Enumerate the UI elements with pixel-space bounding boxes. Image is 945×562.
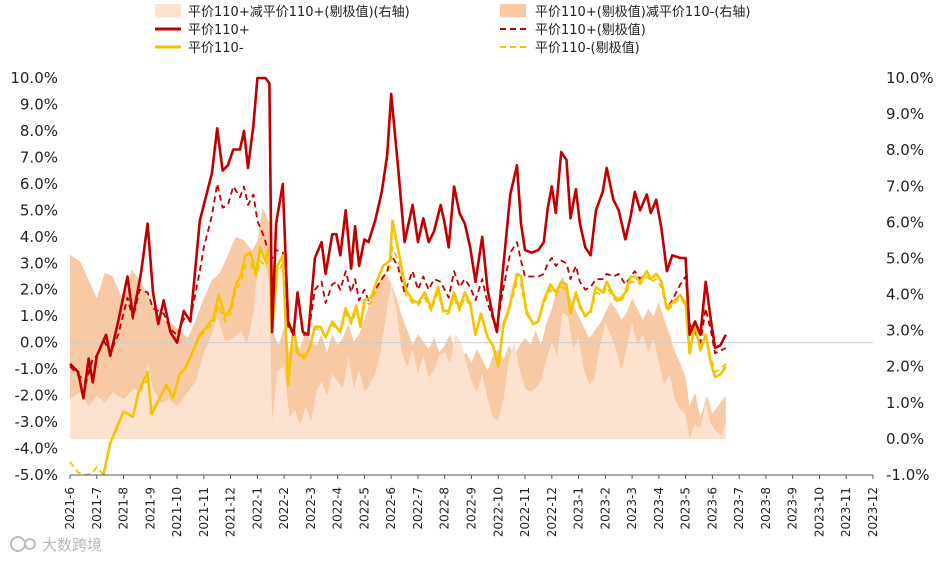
left-y-tick-3-0-: 3.0% (20, 254, 58, 272)
x-tick-2022-8: 2022-8 (438, 487, 452, 530)
right-y-tick--1-0-: -1.0% (886, 466, 930, 484)
area-series-light (70, 251, 726, 439)
x-tick-2022-3: 2022-3 (304, 487, 318, 530)
x-tick-2021-11: 2021-11 (197, 487, 211, 537)
watermark: 大数跨境 (10, 536, 102, 554)
x-tick-2023-2: 2023-2 (598, 487, 612, 530)
line-series-yellow-dash (69, 246, 727, 476)
left-y-tick--3-0-: -3.0% (14, 413, 58, 431)
x-tick-2021-8: 2021-8 (117, 487, 131, 530)
legend-label-red-dash: 平价110+(剔极值) (535, 22, 646, 38)
right-y-axis: -1.0% 0.0% 1.0% 2.0% 3.0% 4.0% 5.0% 6.0% 7.0% 8.0… (886, 69, 934, 484)
left-y-tick-8-0-: 8.0% (20, 122, 58, 140)
left-y-tick-4-0-: 4.0% (20, 228, 58, 246)
left-y-tick-10-0-: 10.0% (10, 69, 58, 87)
line-series-yellow (102, 219, 727, 476)
legend-swatch-area-light (155, 4, 181, 17)
legend-swatch-area-dark (500, 4, 526, 17)
right-y-tick-9-0-: 9.0% (886, 105, 924, 123)
x-tick-2022-5: 2022-5 (357, 487, 371, 530)
x-tick-2022-10: 2022-10 (491, 487, 505, 537)
left-y-tick--2-0-: -2.0% (14, 387, 58, 405)
left-y-tick-5-0-: 5.0% (20, 201, 58, 219)
x-tick-2023-1: 2023-1 (572, 487, 586, 530)
x-tick-2023-8: 2023-8 (759, 487, 773, 530)
right-y-tick-7-0-: 7.0% (886, 177, 924, 195)
x-tick-2021-9: 2021-9 (143, 487, 157, 530)
left-y-tick-7-0-: 7.0% (20, 148, 58, 166)
left-y-tick--5-0-: -5.0% (14, 466, 58, 484)
x-tick-2023-6: 2023-6 (705, 487, 719, 530)
legend-label-yellow-line: 平价110- (188, 41, 244, 56)
area-layer (70, 207, 726, 439)
line-layer (69, 76, 727, 476)
legend-label-red-line: 平价110+ (188, 23, 250, 38)
watermark-text: 大数跨境 (42, 536, 102, 554)
x-tick-2021-6: 2021-6 (63, 487, 77, 530)
legend-label-area-dark: 平价110+(剔极值)减平价110-(右轴) (535, 4, 751, 20)
left-y-tick-6-0-: 6.0% (20, 175, 58, 193)
right-y-tick-4-0-: 4.0% (886, 286, 924, 304)
legend-label-yellow-dash: 平价110-(剔极值) (535, 40, 640, 56)
x-tick-2022-12: 2022-12 (545, 487, 559, 537)
legend: 平价110+减平价110+(剔极值)(右轴) 平价110+(剔极值)减平价110… (155, 4, 751, 56)
x-tick-2022-7: 2022-7 (411, 487, 425, 530)
line-series-red-dash (69, 183, 727, 384)
x-tick-2023-5: 2023-5 (679, 487, 693, 530)
right-y-tick-10-0-: 10.0% (886, 69, 934, 87)
left-y-tick-0-0-: 0.0% (20, 334, 58, 352)
x-tick-2023-9: 2023-9 (786, 487, 800, 530)
right-y-tick-0-0-: 0.0% (886, 430, 924, 448)
watermark-logo-icon (10, 536, 26, 552)
watermark-logo-icon-inner (24, 538, 36, 550)
x-tick-2022-1: 2022-1 (250, 487, 264, 530)
x-tick-2022-2: 2022-2 (277, 487, 291, 530)
left-y-tick--4-0-: -4.0% (14, 440, 58, 458)
right-y-tick-6-0-: 6.0% (886, 213, 924, 231)
x-tick-2021-10: 2021-10 (170, 487, 184, 537)
x-tick-2021-12: 2021-12 (224, 487, 238, 537)
left-y-tick-2-0-: 2.0% (20, 281, 58, 299)
x-tick-2023-4: 2023-4 (652, 487, 666, 530)
x-tick-2022-4: 2022-4 (331, 487, 345, 530)
x-tick-2022-9: 2022-9 (465, 487, 479, 530)
left-y-tick--1-0-: -1.0% (14, 360, 58, 378)
left-y-tick-1-0-: 1.0% (20, 307, 58, 325)
right-y-tick-2-0-: 2.0% (886, 358, 924, 376)
left-y-tick-9-0-: 9.0% (20, 95, 58, 113)
legend-label-area-light: 平价110+减平价110+(剔极值)(右轴) (188, 4, 410, 20)
right-y-tick-1-0-: 1.0% (886, 394, 924, 412)
x-tick-2023-12: 2023-12 (866, 487, 880, 537)
left-y-axis: -5.0% -4.0% -3.0% -2.0% -1.0% 0.0% 1.0% 2.0% 3.0… (10, 69, 58, 484)
right-y-tick-8-0-: 8.0% (886, 141, 924, 159)
x-axis: 2021-6 2021-7 2021-8 2021-9 2021-10 2021-11 20… (63, 474, 880, 537)
right-y-tick-5-0-: 5.0% (886, 249, 924, 267)
x-tick-2022-11: 2022-11 (518, 487, 532, 537)
x-tick-2022-6: 2022-6 (384, 487, 398, 530)
x-tick-2023-11: 2023-11 (839, 487, 853, 537)
x-tick-2023-10: 2023-10 (812, 487, 826, 537)
line-series-red (69, 76, 727, 400)
right-y-tick-3-0-: 3.0% (886, 322, 924, 340)
x-tick-2023-7: 2023-7 (732, 487, 746, 530)
x-tick-2021-7: 2021-7 (90, 487, 104, 530)
x-tick-2023-3: 2023-3 (625, 487, 639, 530)
